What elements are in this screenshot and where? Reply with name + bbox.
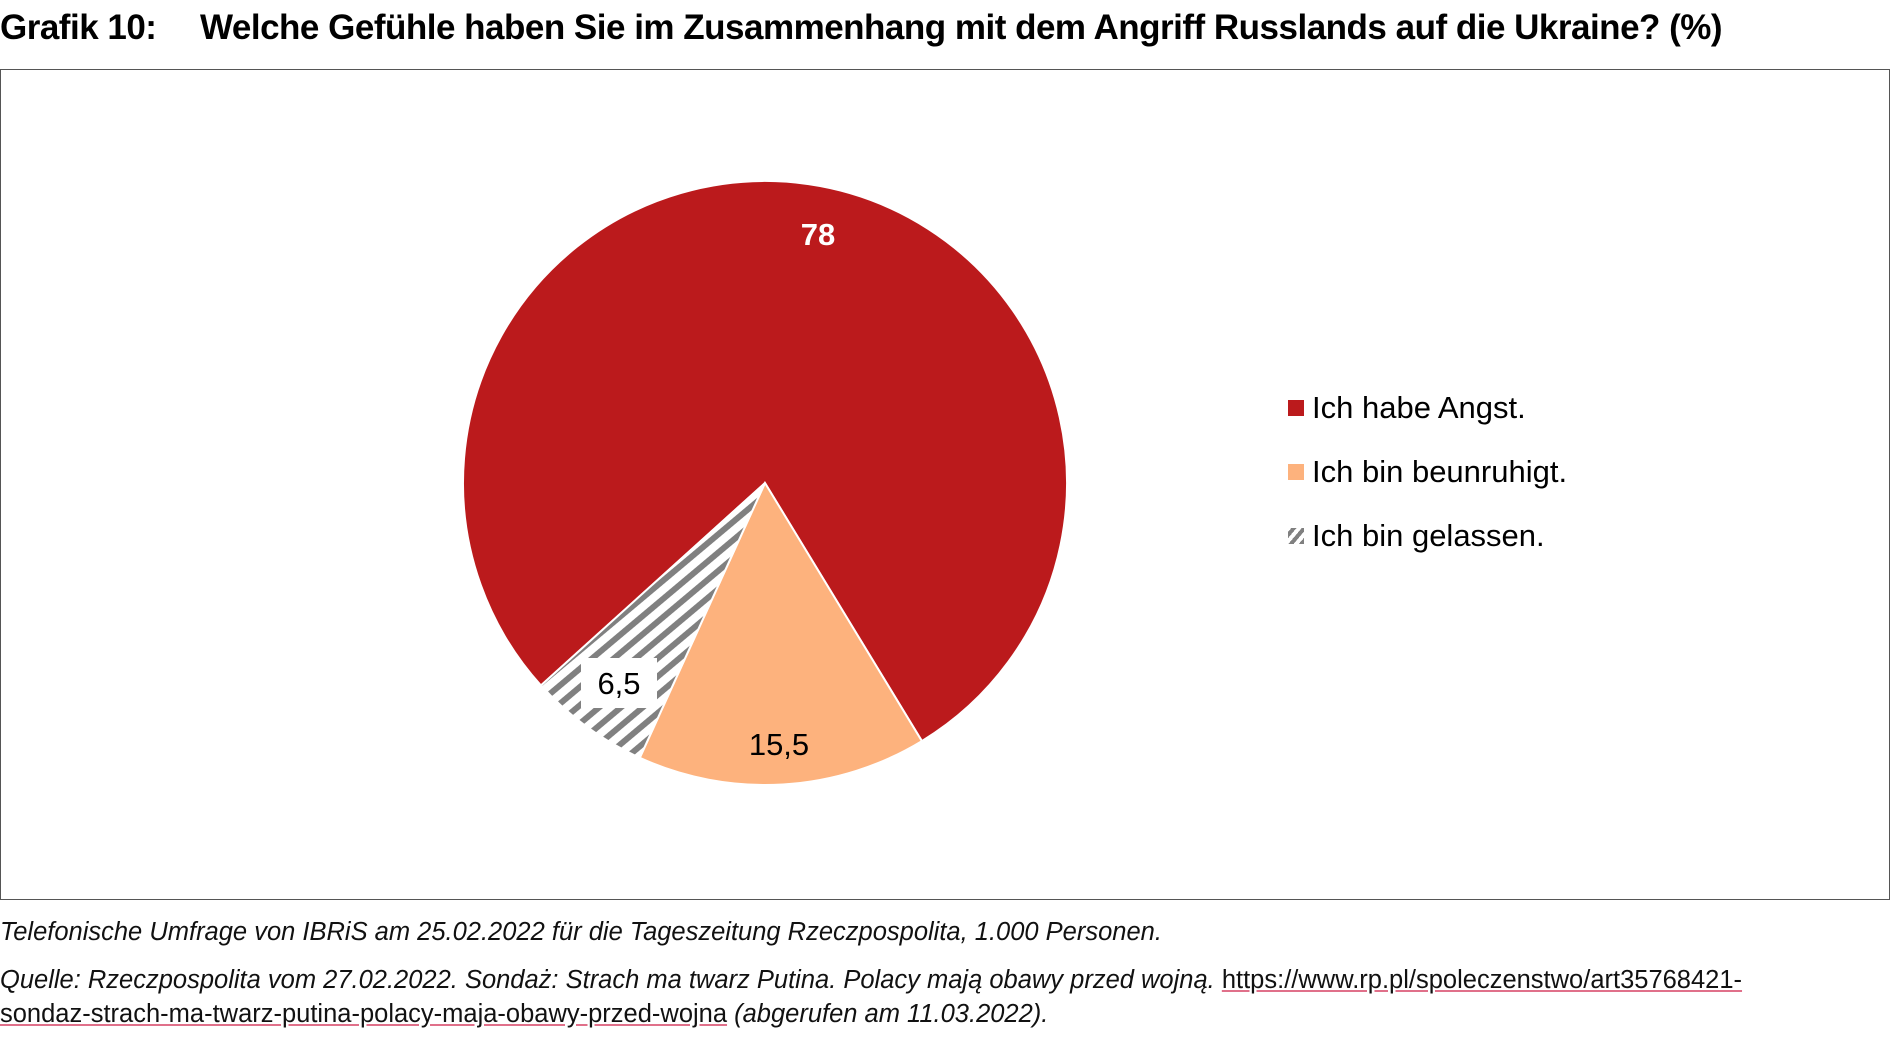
- chart-frame: [0, 69, 1890, 900]
- legend-swatch-hatched: [1288, 528, 1304, 544]
- chart-number: Grafik 10:: [0, 8, 157, 47]
- source-text: Quelle: Rzeczpospolita vom 27.02.2022. S…: [0, 966, 1215, 994]
- source-link-cont[interactable]: sondaz-strach-ma-twarz-putina-polacy-maj…: [0, 1000, 728, 1028]
- slice-beunruhigt: [638, 480, 924, 786]
- accessed-date: (abgerufen am 11.03.2022).: [734, 1000, 1049, 1028]
- source-note: Quelle: Rzeczpospolita vom 27.02.2022. S…: [0, 966, 1742, 995]
- legend-label: Ich bin gelassen.: [1312, 518, 1545, 553]
- survey-note: Telefonische Umfrage von IBRiS am 25.02.…: [0, 918, 1162, 946]
- slice-angst: [462, 180, 1068, 743]
- data-label: 6,5: [597, 666, 640, 701]
- legend-label: Ich habe Angst.: [1312, 390, 1526, 425]
- chart-title-text: Welche Gefühle haben Sie im Zusammenhang…: [200, 8, 1723, 47]
- legend-item-gelassen: Ich bin gelassen.: [1288, 518, 1545, 554]
- source-note-cont: sondaz-strach-ma-twarz-putina-polacy-maj…: [0, 1000, 1048, 1029]
- legend-swatch-red: [1288, 400, 1304, 416]
- chart-title: Grafik 10: Welche Gefühle haben Sie im Zu…: [0, 8, 1723, 48]
- legend-item-beunruhigt: Ich bin beunruhigt.: [1288, 454, 1567, 490]
- legend-swatch-orange: [1288, 464, 1304, 480]
- data-label: 78: [801, 217, 835, 252]
- data-label: 15,5: [749, 727, 809, 762]
- legend-label: Ich bin beunruhigt.: [1312, 454, 1568, 489]
- legend-item-angst: Ich habe Angst.: [1288, 390, 1526, 426]
- source-link[interactable]: https://www.rp.pl/spoleczenstwo/art35768…: [1221, 966, 1743, 994]
- data-label-background: [581, 658, 657, 708]
